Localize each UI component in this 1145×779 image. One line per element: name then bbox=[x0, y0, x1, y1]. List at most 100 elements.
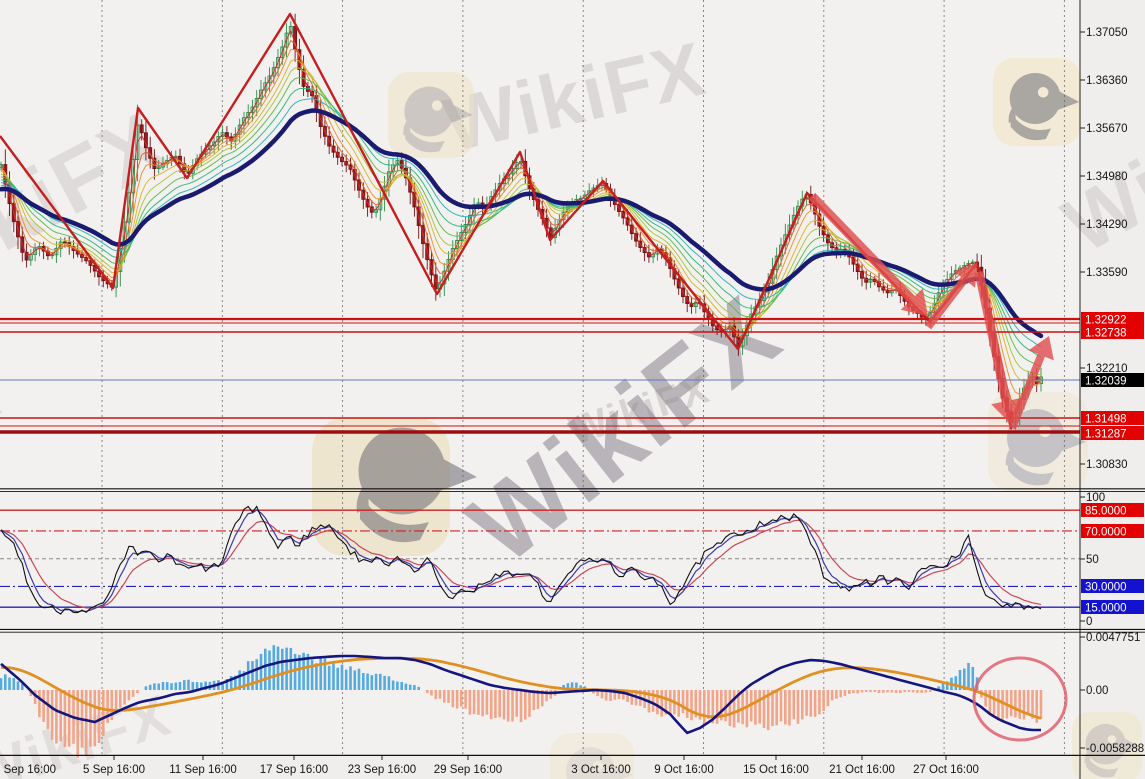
macd-histogram-bar bbox=[310, 659, 314, 690]
macd-histogram-bar bbox=[549, 690, 553, 699]
macd-histogram-bar bbox=[485, 690, 489, 715]
time-tick-label: 29 Sep 16:00 bbox=[434, 764, 502, 776]
time-tick-label: 21 Oct 16:00 bbox=[829, 764, 895, 776]
macd-histogram-bar bbox=[532, 690, 536, 710]
time-tick-label: 3 Oct 16:00 bbox=[571, 764, 630, 776]
macd-histogram-bar bbox=[225, 679, 229, 690]
price-axis-strip[interactable] bbox=[1080, 0, 1145, 779]
trend-arrow-head bbox=[953, 263, 977, 288]
macd-histogram-bar bbox=[984, 690, 987, 707]
trend-arrow-shaft bbox=[974, 271, 1011, 403]
macd-histogram-bar bbox=[468, 690, 472, 715]
macd-histogram-bar bbox=[694, 690, 698, 718]
macd-histogram-bar bbox=[771, 690, 774, 727]
macd-histogram-bar bbox=[323, 658, 327, 690]
macd-histogram-bar bbox=[183, 680, 186, 690]
wikifx-eagle-logo bbox=[1072, 712, 1142, 779]
macd-histogram-bar bbox=[229, 676, 233, 690]
macd-histogram-bar bbox=[238, 670, 241, 690]
macd-histogram-bar bbox=[690, 690, 693, 721]
macd-histogram-bar bbox=[1009, 690, 1013, 717]
macd-histogram-bar bbox=[536, 690, 540, 710]
macd-histogram-bar bbox=[877, 690, 881, 693]
axis-price-badge bbox=[1081, 325, 1144, 339]
wikifx-eagle-logo bbox=[356, 427, 477, 543]
axis-price-badge bbox=[1081, 426, 1144, 440]
macd-histogram-bar bbox=[50, 690, 54, 740]
wikifx-eagle-logo bbox=[388, 72, 474, 158]
macd-histogram-bar bbox=[425, 690, 429, 693]
macd-histogram-bar bbox=[779, 690, 783, 722]
macd-histogram-bar bbox=[396, 681, 399, 690]
macd-histogram-bar bbox=[451, 690, 455, 708]
trend-arrow-head bbox=[1028, 336, 1054, 361]
macd-histogram-bar bbox=[327, 665, 331, 690]
macd-histogram-bar bbox=[276, 646, 280, 690]
time-tick-label: 17 Sep 16:00 bbox=[260, 764, 328, 776]
macd-histogram-bar bbox=[170, 683, 173, 690]
macd-histogram-bar bbox=[899, 690, 902, 693]
macd-histogram-bar bbox=[920, 690, 923, 693]
macd-histogram-bar bbox=[336, 667, 339, 690]
macd-histogram-bar bbox=[430, 690, 433, 696]
macd-histogram-bar bbox=[822, 690, 825, 711]
macd-histogram-bar bbox=[42, 690, 45, 722]
macd-histogram-bar bbox=[136, 690, 139, 694]
macd-histogram-bar bbox=[869, 690, 872, 693]
macd-histogram-bar bbox=[894, 690, 898, 693]
macd-histogram-bar bbox=[847, 690, 851, 694]
macd-histogram-bar bbox=[528, 690, 531, 717]
macd-histogram-bar bbox=[29, 690, 33, 697]
macd-histogram-bar bbox=[711, 690, 715, 724]
macd-histogram-bar bbox=[67, 690, 71, 747]
macd-histogram-bar bbox=[255, 659, 258, 690]
axis-price-badge bbox=[1081, 411, 1144, 425]
macd-histogram-bar bbox=[792, 690, 796, 720]
macd-histogram-bar bbox=[928, 690, 932, 692]
macd-histogram-bar bbox=[259, 653, 263, 690]
macd-histogram-bar bbox=[302, 652, 305, 690]
axis-price-badge bbox=[1081, 373, 1144, 387]
macd-histogram-bar bbox=[76, 690, 79, 758]
macd-histogram-bar bbox=[664, 690, 668, 715]
macd-histogram-bar bbox=[1001, 690, 1004, 722]
axis-tick-label: 1.36360 bbox=[1086, 75, 1128, 87]
macd-histogram-bar bbox=[481, 690, 484, 717]
macd-histogram-bar bbox=[596, 690, 599, 697]
macd-histogram-bar bbox=[907, 690, 911, 692]
time-tick-label: 27 Oct 16:00 bbox=[913, 764, 979, 776]
macd-histogram-bar bbox=[165, 682, 169, 690]
macd-histogram-bar bbox=[264, 648, 267, 690]
macd-histogram-bar bbox=[698, 690, 702, 720]
macd-histogram-bar bbox=[903, 690, 906, 693]
macd-histogram-bar bbox=[1035, 690, 1038, 723]
macd-histogram-bar bbox=[656, 690, 659, 715]
macd-histogram-bar bbox=[127, 690, 131, 701]
time-axis-strip[interactable] bbox=[0, 756, 1080, 779]
trend-arrow-head bbox=[991, 397, 1022, 424]
axis-badge-label: 1.32738 bbox=[1085, 328, 1127, 340]
macd-histogram-bar bbox=[148, 684, 152, 690]
time-axis[interactable]: 1 Sep 16:00 5 Sep 16:00 11 Sep 16:00 17 Sep… bbox=[0, 756, 979, 776]
price-axis[interactable]: 1.37050 1.36360 1.35670 1.34980 1.34290 1.335… bbox=[1079, 0, 1144, 779]
time-tick-label: 9 Oct 16:00 bbox=[654, 764, 713, 776]
macd-histogram-bar bbox=[106, 690, 109, 723]
macd-histogram-bar bbox=[370, 675, 374, 690]
rainbow-ma-line bbox=[0, 29, 1042, 417]
macd-histogram-bar bbox=[383, 675, 386, 690]
axis-badge-label: 30.0000 bbox=[1085, 582, 1127, 594]
axis-badge-label: 1.31498 bbox=[1085, 414, 1127, 426]
macd-histogram-bar bbox=[33, 690, 37, 705]
macd-histogram-bar bbox=[626, 690, 629, 702]
macd-histogram-bar bbox=[340, 664, 344, 690]
macd-histogram-bar bbox=[246, 661, 250, 690]
axis-tick-label: 1.32210 bbox=[1086, 363, 1128, 375]
macd-histogram-bar bbox=[0, 678, 3, 690]
axis-tick-label: 1.34290 bbox=[1086, 219, 1128, 231]
macd-histogram-bar bbox=[703, 690, 706, 724]
macd-histogram-bar bbox=[195, 682, 199, 690]
macd-histogram-bar bbox=[110, 690, 114, 720]
